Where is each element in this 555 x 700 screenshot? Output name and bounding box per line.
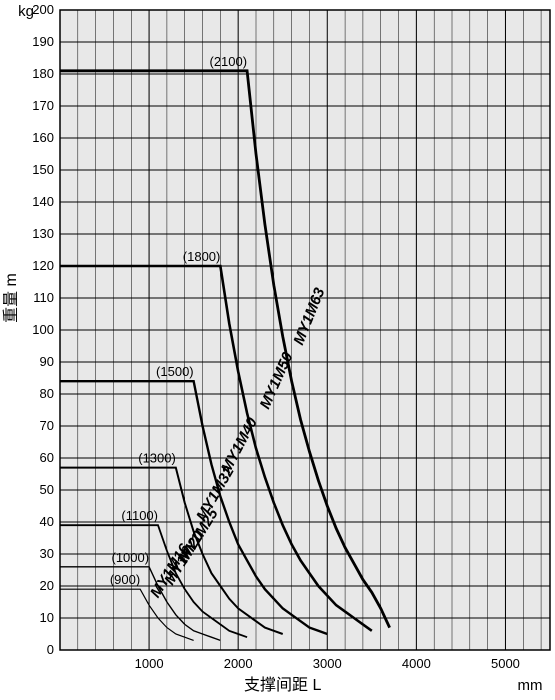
y-tick-label: 80 — [40, 386, 54, 401]
y-tick-label: 60 — [40, 450, 54, 465]
y-tick-label: 30 — [40, 546, 54, 561]
y-tick-label: 70 — [40, 418, 54, 433]
breakpoint-label: (2100) — [210, 54, 248, 69]
breakpoint-label: (900) — [110, 572, 140, 587]
x-tick-label: 3000 — [313, 656, 342, 671]
breakpoint-label: (1800) — [183, 249, 221, 264]
breakpoint-label: (1000) — [112, 550, 150, 565]
y-tick-label: 200 — [32, 2, 54, 17]
y-unit: kg — [18, 3, 34, 20]
breakpoint-label: (1100) — [121, 508, 158, 523]
y-tick-label: 90 — [40, 354, 54, 369]
y-tick-label: 190 — [32, 34, 54, 49]
y-tick-label: 160 — [32, 130, 54, 145]
y-axis-label: 重量 m — [2, 273, 20, 323]
y-tick-label: 100 — [32, 322, 54, 337]
y-tick-label: 180 — [32, 66, 54, 81]
y-tick-label: 0 — [47, 642, 54, 657]
y-tick-label: 110 — [33, 290, 54, 305]
y-tick-label: 170 — [32, 98, 54, 113]
y-tick-label: 120 — [32, 258, 54, 273]
x-tick-label: 5000 — [491, 656, 520, 671]
y-tick-label: 140 — [32, 194, 54, 209]
y-tick-label: 40 — [40, 514, 54, 529]
y-tick-label: 50 — [40, 482, 54, 497]
chart-svg: 0 10 20 30 40 50 60 70 80 90 100 110 120 130 140 150 160… — [0, 0, 555, 700]
load-span-chart: 0 10 20 30 40 50 60 70 80 90 100 110 120 130 140 150 160… — [0, 0, 555, 700]
y-tick-label: 150 — [32, 162, 54, 177]
x-tick-label: 2000 — [224, 656, 253, 671]
y-tick-label: 10 — [40, 610, 54, 625]
x-tick-label: 1000 — [135, 656, 164, 671]
y-tick-label: 20 — [40, 578, 54, 593]
x-unit: mm — [518, 677, 543, 694]
x-tick-label: 4000 — [402, 656, 431, 671]
x-axis-label: 支撑间距 L — [244, 676, 321, 694]
breakpoint-label: (1500) — [156, 364, 194, 379]
y-tick-label: 130 — [32, 226, 54, 241]
breakpoint-label: (1300) — [138, 451, 176, 466]
